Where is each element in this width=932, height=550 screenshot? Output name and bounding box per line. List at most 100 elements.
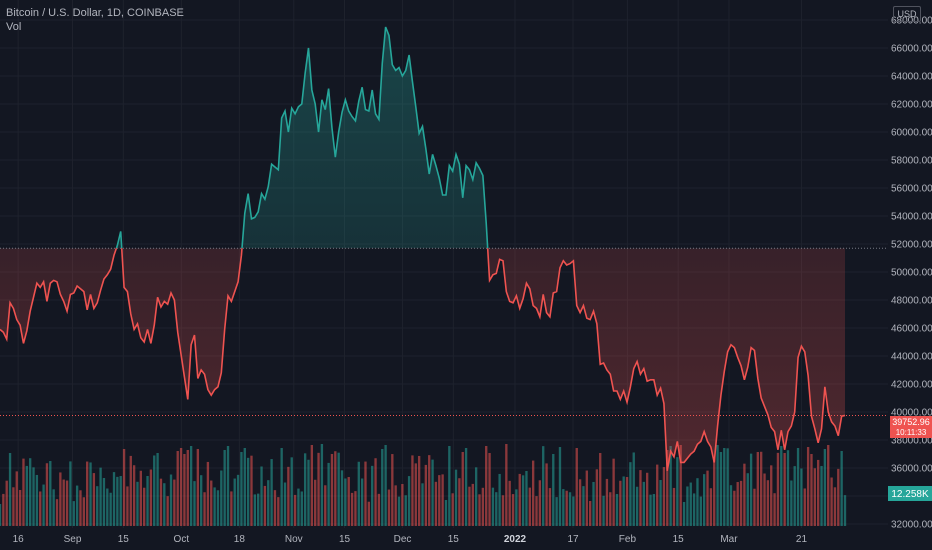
guide-lines [0,247,888,416]
volume-bar [491,487,495,526]
volume-bar [364,461,367,526]
x-tick-label: 15 [448,534,460,545]
price-line-above [115,26,489,249]
volume-bar [813,468,816,526]
volume-bar [210,480,213,526]
y-tick-label: 56000.00 [891,184,932,195]
volume-bar [625,477,629,526]
x-tick-label: Nov [285,534,303,545]
volume-bar [347,477,350,526]
volume-bar [384,445,387,526]
volume-bar [806,447,810,526]
volume-bar [307,459,310,526]
volume-bar [656,464,659,526]
y-tick-label: 58000.00 [891,156,932,167]
volume-bar [139,470,143,526]
volume-bar [538,480,542,526]
volume-bar [62,479,65,526]
volume-bar [183,454,186,526]
y-tick-label: 60000.00 [891,128,932,139]
volume-bar [69,461,72,526]
volume-bar [5,480,8,526]
volume-bar [89,462,92,526]
volume-bar [12,487,15,526]
volume-bar [471,483,474,526]
volume-bar [682,502,686,526]
volume-bar [391,454,394,526]
volume-bar [243,448,246,526]
volume-bar [374,458,377,526]
volume-bar [451,493,454,526]
x-tick-label: 15 [339,534,351,545]
volume-bar [280,448,283,526]
volume-bar [92,473,96,526]
area-below-baseline [0,248,845,471]
volume-bar [200,475,203,526]
volume-bar [407,476,411,526]
y-tick-label: 32000.00 [891,520,932,531]
last-price-value: 39752.96 [892,417,930,427]
volume-bar [454,469,458,526]
volume-bar [736,482,739,526]
volume-bar [508,480,511,526]
volume-bar [776,452,780,526]
volume-bar [827,445,830,526]
volume-bar [515,489,518,526]
volume-bar [236,474,240,526]
volume-bar [810,454,813,526]
volume-bar [159,478,163,526]
volume-bar [485,446,488,526]
volume-bar [240,452,243,526]
volume-bar [55,499,59,526]
volume-bar [300,491,303,526]
volume-bar [790,480,793,526]
volume-bar [189,446,193,526]
volume-bar [35,474,39,526]
volume-bar [565,490,568,526]
volume-bar [521,475,525,526]
volume-bar [39,491,42,526]
volume-bar [823,449,827,526]
volume-bar [297,488,300,526]
volume-bar [817,459,820,526]
volume-bar [635,486,639,526]
price-axis[interactable]: 32000.0034000.0036000.0038000.0040000.00… [891,16,932,531]
volume-bar [837,468,840,526]
volume-bar [267,480,270,526]
x-tick-label: Feb [619,534,637,545]
volume-bar [749,453,753,526]
price-line [0,26,846,471]
volume-bar [632,452,635,526]
area-above-baseline [116,27,488,249]
volume-bar [555,497,558,526]
volume-bar [756,452,759,526]
volume-bar [86,461,89,526]
x-tick-label: Sep [64,534,82,545]
chart-legend: Bitcoin / U.S. Dollar, 1D, COINBASE Vol [6,6,184,34]
time-axis[interactable]: 16 Sep 15 Oct 18 Nov 15 Dec 15 2022 17 Feb 15 Mar 21 [13,534,808,545]
volume-bar [394,485,397,526]
volume-bar [760,451,763,526]
volume-bar [196,449,200,526]
volume-bar [582,486,585,526]
volume-bar [79,490,82,526]
last-price-countdown: 10:11:33 [896,428,927,437]
volume-bar [381,449,384,526]
volume-bar [511,494,515,526]
volume-bar [226,446,230,526]
volume-bar [649,494,652,526]
volume-bar [163,483,166,526]
volume-bar [666,450,669,526]
volume-bar [766,480,770,526]
x-tick-label: 17 [567,534,579,545]
volume-bar [733,490,736,526]
volume-bar [434,481,438,526]
y-tick-label: 40000.00 [891,408,932,419]
volume-bar [843,495,847,526]
volume-bar [428,455,431,526]
volume-bar [642,481,645,526]
currency-button[interactable]: USD [893,6,921,22]
volume-bar [679,445,682,526]
volume-bar [763,473,766,526]
